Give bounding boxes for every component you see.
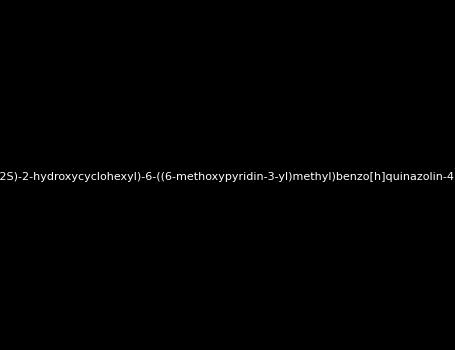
Text: 3-((1S,2S)-2-hydroxycyclohexyl)-6-((6-methoxypyridin-3-yl)methyl)benzo[h]quinazo: 3-((1S,2S)-2-hydroxycyclohexyl)-6-((6-me… — [0, 172, 455, 182]
